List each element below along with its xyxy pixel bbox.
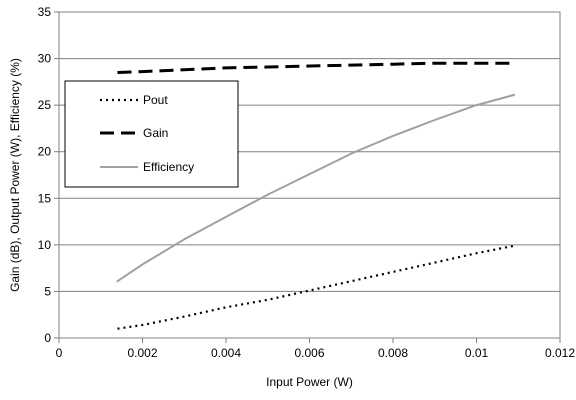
x-tick-label: 0.006 <box>294 346 324 360</box>
x-tick-label: 0.004 <box>211 346 241 360</box>
legend-label-pout: Pout <box>143 93 168 107</box>
y-tick-label: 35 <box>38 5 52 19</box>
x-tick-label: 0.012 <box>545 346 575 360</box>
x-tick-label: 0.008 <box>378 346 408 360</box>
series-layer <box>116 61 516 330</box>
y-axis-ticks: 0 5 10 15 20 25 30 35 <box>38 5 59 345</box>
x-axis-ticks: 0 0.002 0.004 0.006 0.008 0.01 0.012 <box>56 338 575 360</box>
series-line-pout <box>117 244 515 330</box>
series-line-gain <box>117 61 515 74</box>
y-tick-label: 0 <box>44 331 51 345</box>
x-tick-label: 0.01 <box>465 346 489 360</box>
y-tick-label: 10 <box>38 238 52 252</box>
series-line-efficiency <box>116 93 516 283</box>
y-axis-title: Gain (dB), Output Power (W), Efficiency … <box>8 58 22 292</box>
y-tick-label: 25 <box>38 98 52 112</box>
x-axis-title: Input Power (W) <box>266 375 353 389</box>
y-tick-label: 5 <box>44 284 51 298</box>
y-tick-label: 30 <box>38 52 52 66</box>
legend-label-gain: Gain <box>143 126 168 140</box>
x-tick-label: 0.002 <box>127 346 157 360</box>
legend-box <box>64 80 239 188</box>
x-tick-label: 0 <box>56 346 63 360</box>
y-tick-label: 15 <box>38 191 52 205</box>
legend-label-efficiency: Efficiency <box>143 160 194 174</box>
legend: Pout Gain Efficiency <box>64 80 239 188</box>
y-tick-label: 20 <box>38 145 52 159</box>
